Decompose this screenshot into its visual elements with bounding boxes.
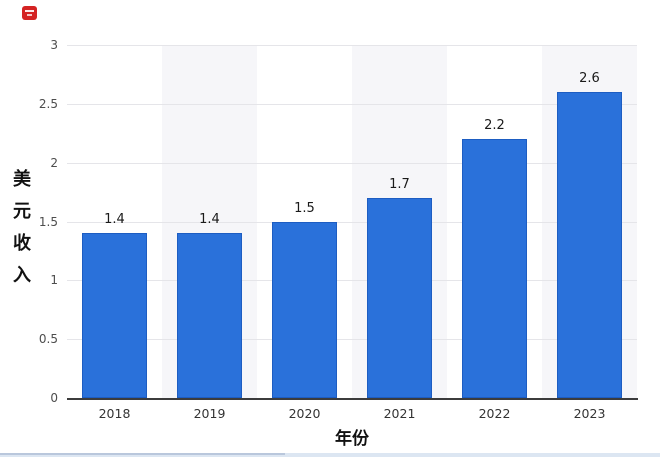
y-tick-label: 2 <box>50 155 58 170</box>
bar-2020[interactable] <box>272 221 337 398</box>
y-tick-label: 0.5 <box>38 332 58 347</box>
bar-value-label: 2.6 <box>579 71 600 87</box>
y-gridline <box>67 162 637 164</box>
bar-value-label: 1.4 <box>104 212 125 228</box>
x-axis-line <box>67 398 638 400</box>
y-axis-title-char: 入 <box>13 265 31 286</box>
y-tick-label: 3 <box>50 38 58 52</box>
bar-value-label: 1.5 <box>294 200 315 216</box>
bar-2021[interactable] <box>367 197 432 398</box>
x-axis-title: 年份 <box>335 429 369 449</box>
y-axis-title: 美元收入 <box>8 164 36 292</box>
bar-2022[interactable] <box>462 139 527 398</box>
y-axis-title-char: 收 <box>13 233 31 254</box>
bar-value-label: 1.7 <box>389 176 410 192</box>
y-gridline <box>67 280 637 282</box>
y-gridline <box>67 221 637 223</box>
y-tick-label: 2.5 <box>38 96 58 111</box>
bar-2023[interactable] <box>557 92 622 398</box>
x-tick-label: 2023 <box>573 406 606 421</box>
bar-2019[interactable] <box>177 233 242 398</box>
bottom-edge-divider-dark <box>0 453 285 455</box>
y-gridline <box>67 339 637 341</box>
y-tick-label: 0 <box>50 391 58 405</box>
y-tick-label: 1 <box>50 273 58 288</box>
stamp-mark <box>25 10 34 12</box>
x-tick-label: 2018 <box>98 406 131 421</box>
y-gridline <box>67 45 637 46</box>
y-axis-title-char: 美 <box>13 169 31 190</box>
x-tick-label: 2021 <box>383 406 416 421</box>
y-tick-label: 1.5 <box>38 214 58 229</box>
y-gridline <box>67 103 637 105</box>
bottom-edge-divider <box>0 453 660 457</box>
bar-value-label: 2.2 <box>484 118 505 134</box>
x-tick-label: 2020 <box>288 406 321 421</box>
x-tick-label: 2022 <box>478 406 511 421</box>
stamp-mark <box>27 14 32 16</box>
bar-2018[interactable] <box>82 233 147 398</box>
x-tick-label: 2019 <box>193 406 226 421</box>
bar-value-label: 1.4 <box>199 212 220 228</box>
red-stamp-icon <box>22 6 37 20</box>
y-axis-title-char: 元 <box>13 201 31 222</box>
